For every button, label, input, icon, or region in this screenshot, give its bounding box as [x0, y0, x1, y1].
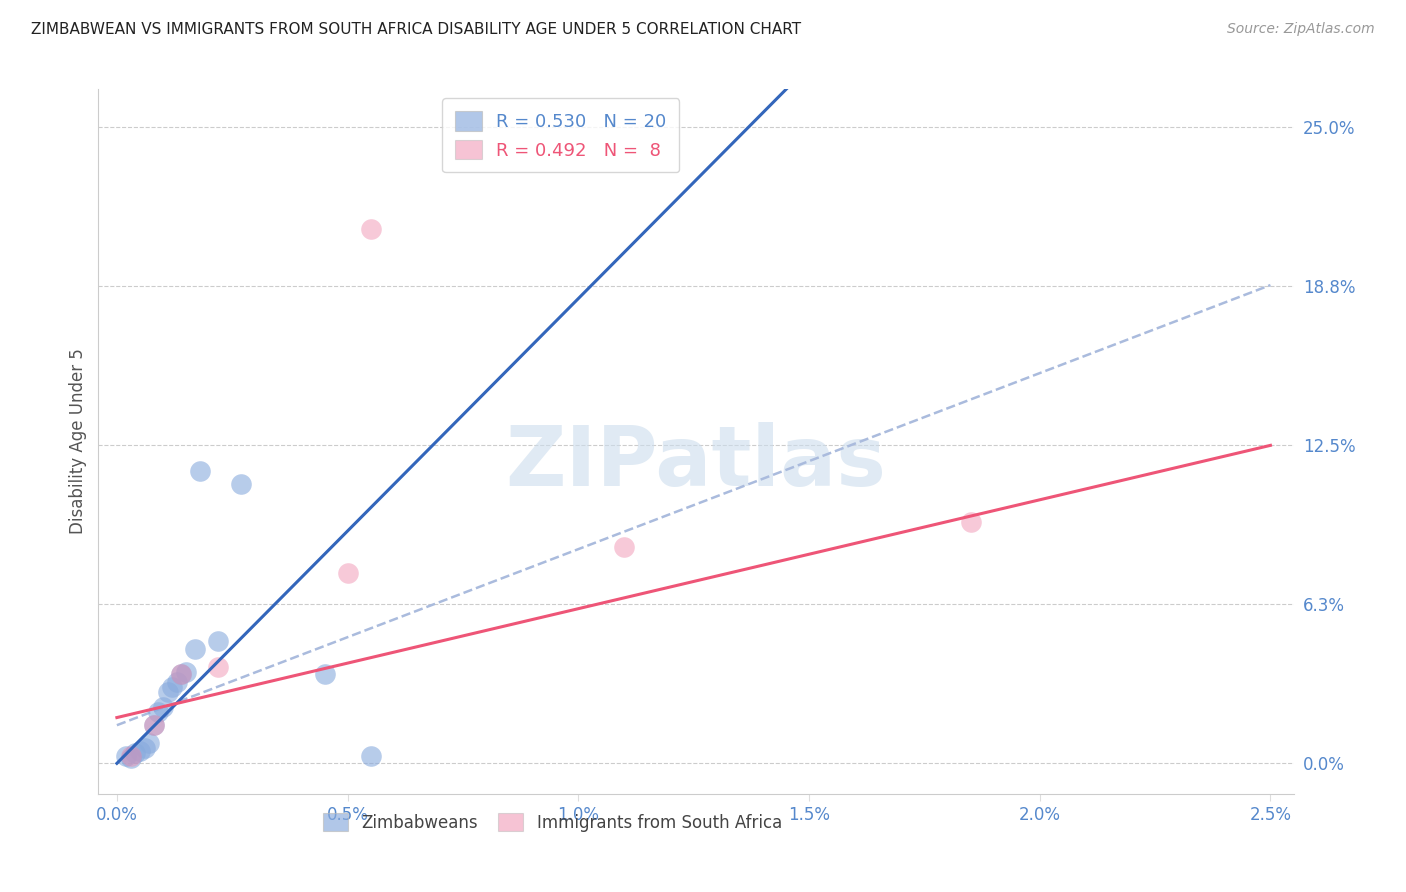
- Point: [166, 675, 188, 690]
- Point: [360, 222, 382, 236]
- Point: [120, 751, 142, 765]
- Text: ZIPatlas: ZIPatlas: [506, 422, 886, 503]
- Legend: Zimbabweans, Immigrants from South Africa: Zimbabweans, Immigrants from South Afric…: [316, 806, 789, 838]
- Point: [148, 706, 170, 720]
- Point: [129, 744, 152, 758]
- Point: [124, 746, 146, 760]
- Point: [188, 464, 211, 478]
- Point: [134, 741, 156, 756]
- Point: [360, 748, 382, 763]
- Text: Source: ZipAtlas.com: Source: ZipAtlas.com: [1227, 22, 1375, 37]
- Point: [115, 748, 138, 763]
- Point: [170, 667, 193, 681]
- Text: ZIMBABWEAN VS IMMIGRANTS FROM SOUTH AFRICA DISABILITY AGE UNDER 5 CORRELATION CH: ZIMBABWEAN VS IMMIGRANTS FROM SOUTH AFRI…: [31, 22, 801, 37]
- Point: [156, 685, 179, 699]
- Point: [142, 718, 165, 732]
- Point: [152, 700, 174, 714]
- Point: [162, 680, 184, 694]
- Point: [959, 515, 981, 529]
- Point: [336, 566, 359, 580]
- Point: [207, 659, 229, 673]
- Point: [613, 540, 636, 554]
- Point: [142, 718, 165, 732]
- Point: [120, 748, 142, 763]
- Point: [231, 476, 253, 491]
- Point: [174, 665, 197, 679]
- Point: [184, 641, 207, 656]
- Point: [170, 667, 193, 681]
- Point: [207, 634, 229, 648]
- Y-axis label: Disability Age Under 5: Disability Age Under 5: [69, 349, 87, 534]
- Point: [314, 667, 336, 681]
- Point: [138, 736, 160, 750]
